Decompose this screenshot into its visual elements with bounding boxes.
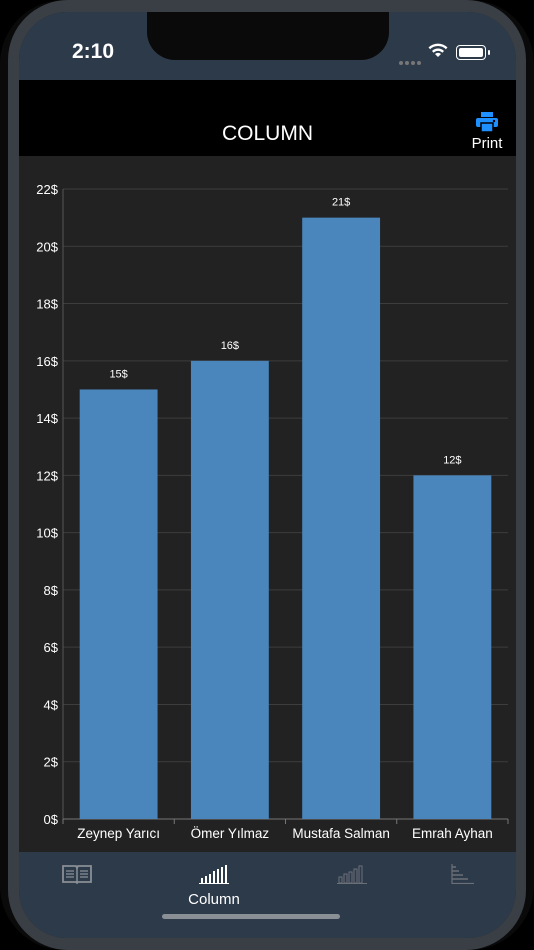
navigation-bar: COLUMN Print: [19, 80, 516, 156]
y-tick-label: 4$: [44, 697, 59, 712]
chart-area: 0$ 2$ 4$ 6$ 8$ 10$ 12$ 14$ 16$ 18$ 20$ 22$ 15$ Zeynep…: [19, 156, 516, 853]
data-label: 21$: [332, 197, 350, 209]
y-tick-label: 2$: [44, 755, 59, 770]
wifi-icon: [428, 43, 448, 57]
print-button[interactable]: Print: [465, 112, 509, 154]
category-label: Mustafa Salman: [292, 826, 390, 841]
battery-icon: [456, 45, 490, 60]
y-tick-label: 8$: [44, 583, 59, 598]
y-tick-label: 12$: [36, 468, 58, 483]
tab-column-label: Column: [188, 891, 240, 908]
cellular-signal-icon: [399, 52, 423, 70]
data-label: 15$: [109, 368, 127, 380]
bar: [190, 360, 269, 819]
home-indicator: [162, 914, 340, 919]
bar: [302, 217, 381, 820]
y-tick-label: 16$: [36, 354, 58, 369]
screen: 2:10 COLUMN Print 0$ 2$ 4$ 6$ 8: [19, 12, 516, 938]
category-label: Zeynep Yarıcı: [77, 826, 160, 841]
y-tick-label: 22$: [36, 182, 58, 197]
status-bar: 2:10: [19, 12, 516, 80]
y-tick-label: 14$: [36, 411, 58, 426]
printer-icon: [476, 112, 498, 133]
book-icon: [62, 865, 92, 885]
data-label: 16$: [221, 340, 239, 352]
y-tick-label: 18$: [36, 297, 58, 312]
data-label: 12$: [443, 454, 461, 466]
tab-horizontal-bar[interactable]: [423, 864, 503, 891]
y-tick-label: 6$: [44, 640, 59, 655]
print-label: Print: [471, 135, 503, 152]
y-tick-label: 0$: [44, 812, 59, 827]
bar-chart-icon: [337, 865, 367, 884]
column-chart: 0$ 2$ 4$ 6$ 8$ 10$ 12$ 14$ 16$ 18$ 20$ 22$ 15$ Zeynep…: [36, 182, 509, 841]
y-tick-label: 20$: [36, 239, 58, 254]
tab-column[interactable]: Column: [174, 864, 254, 908]
notch: [147, 12, 389, 60]
column-chart-icon: [199, 865, 229, 884]
bar: [413, 475, 492, 819]
category-label: Ömer Yılmaz: [191, 826, 270, 841]
category-label: Emrah Ayhan: [412, 826, 493, 841]
status-time: 2:10: [72, 40, 115, 63]
tab-book[interactable]: [37, 864, 117, 891]
page-title: COLUMN: [221, 122, 313, 145]
horizontal-bar-icon: [451, 864, 474, 885]
bar: [79, 389, 158, 819]
y-tick-label: 10$: [36, 526, 58, 541]
tab-bar-chart[interactable]: [312, 864, 392, 891]
tab-bar: Column: [19, 852, 516, 938]
